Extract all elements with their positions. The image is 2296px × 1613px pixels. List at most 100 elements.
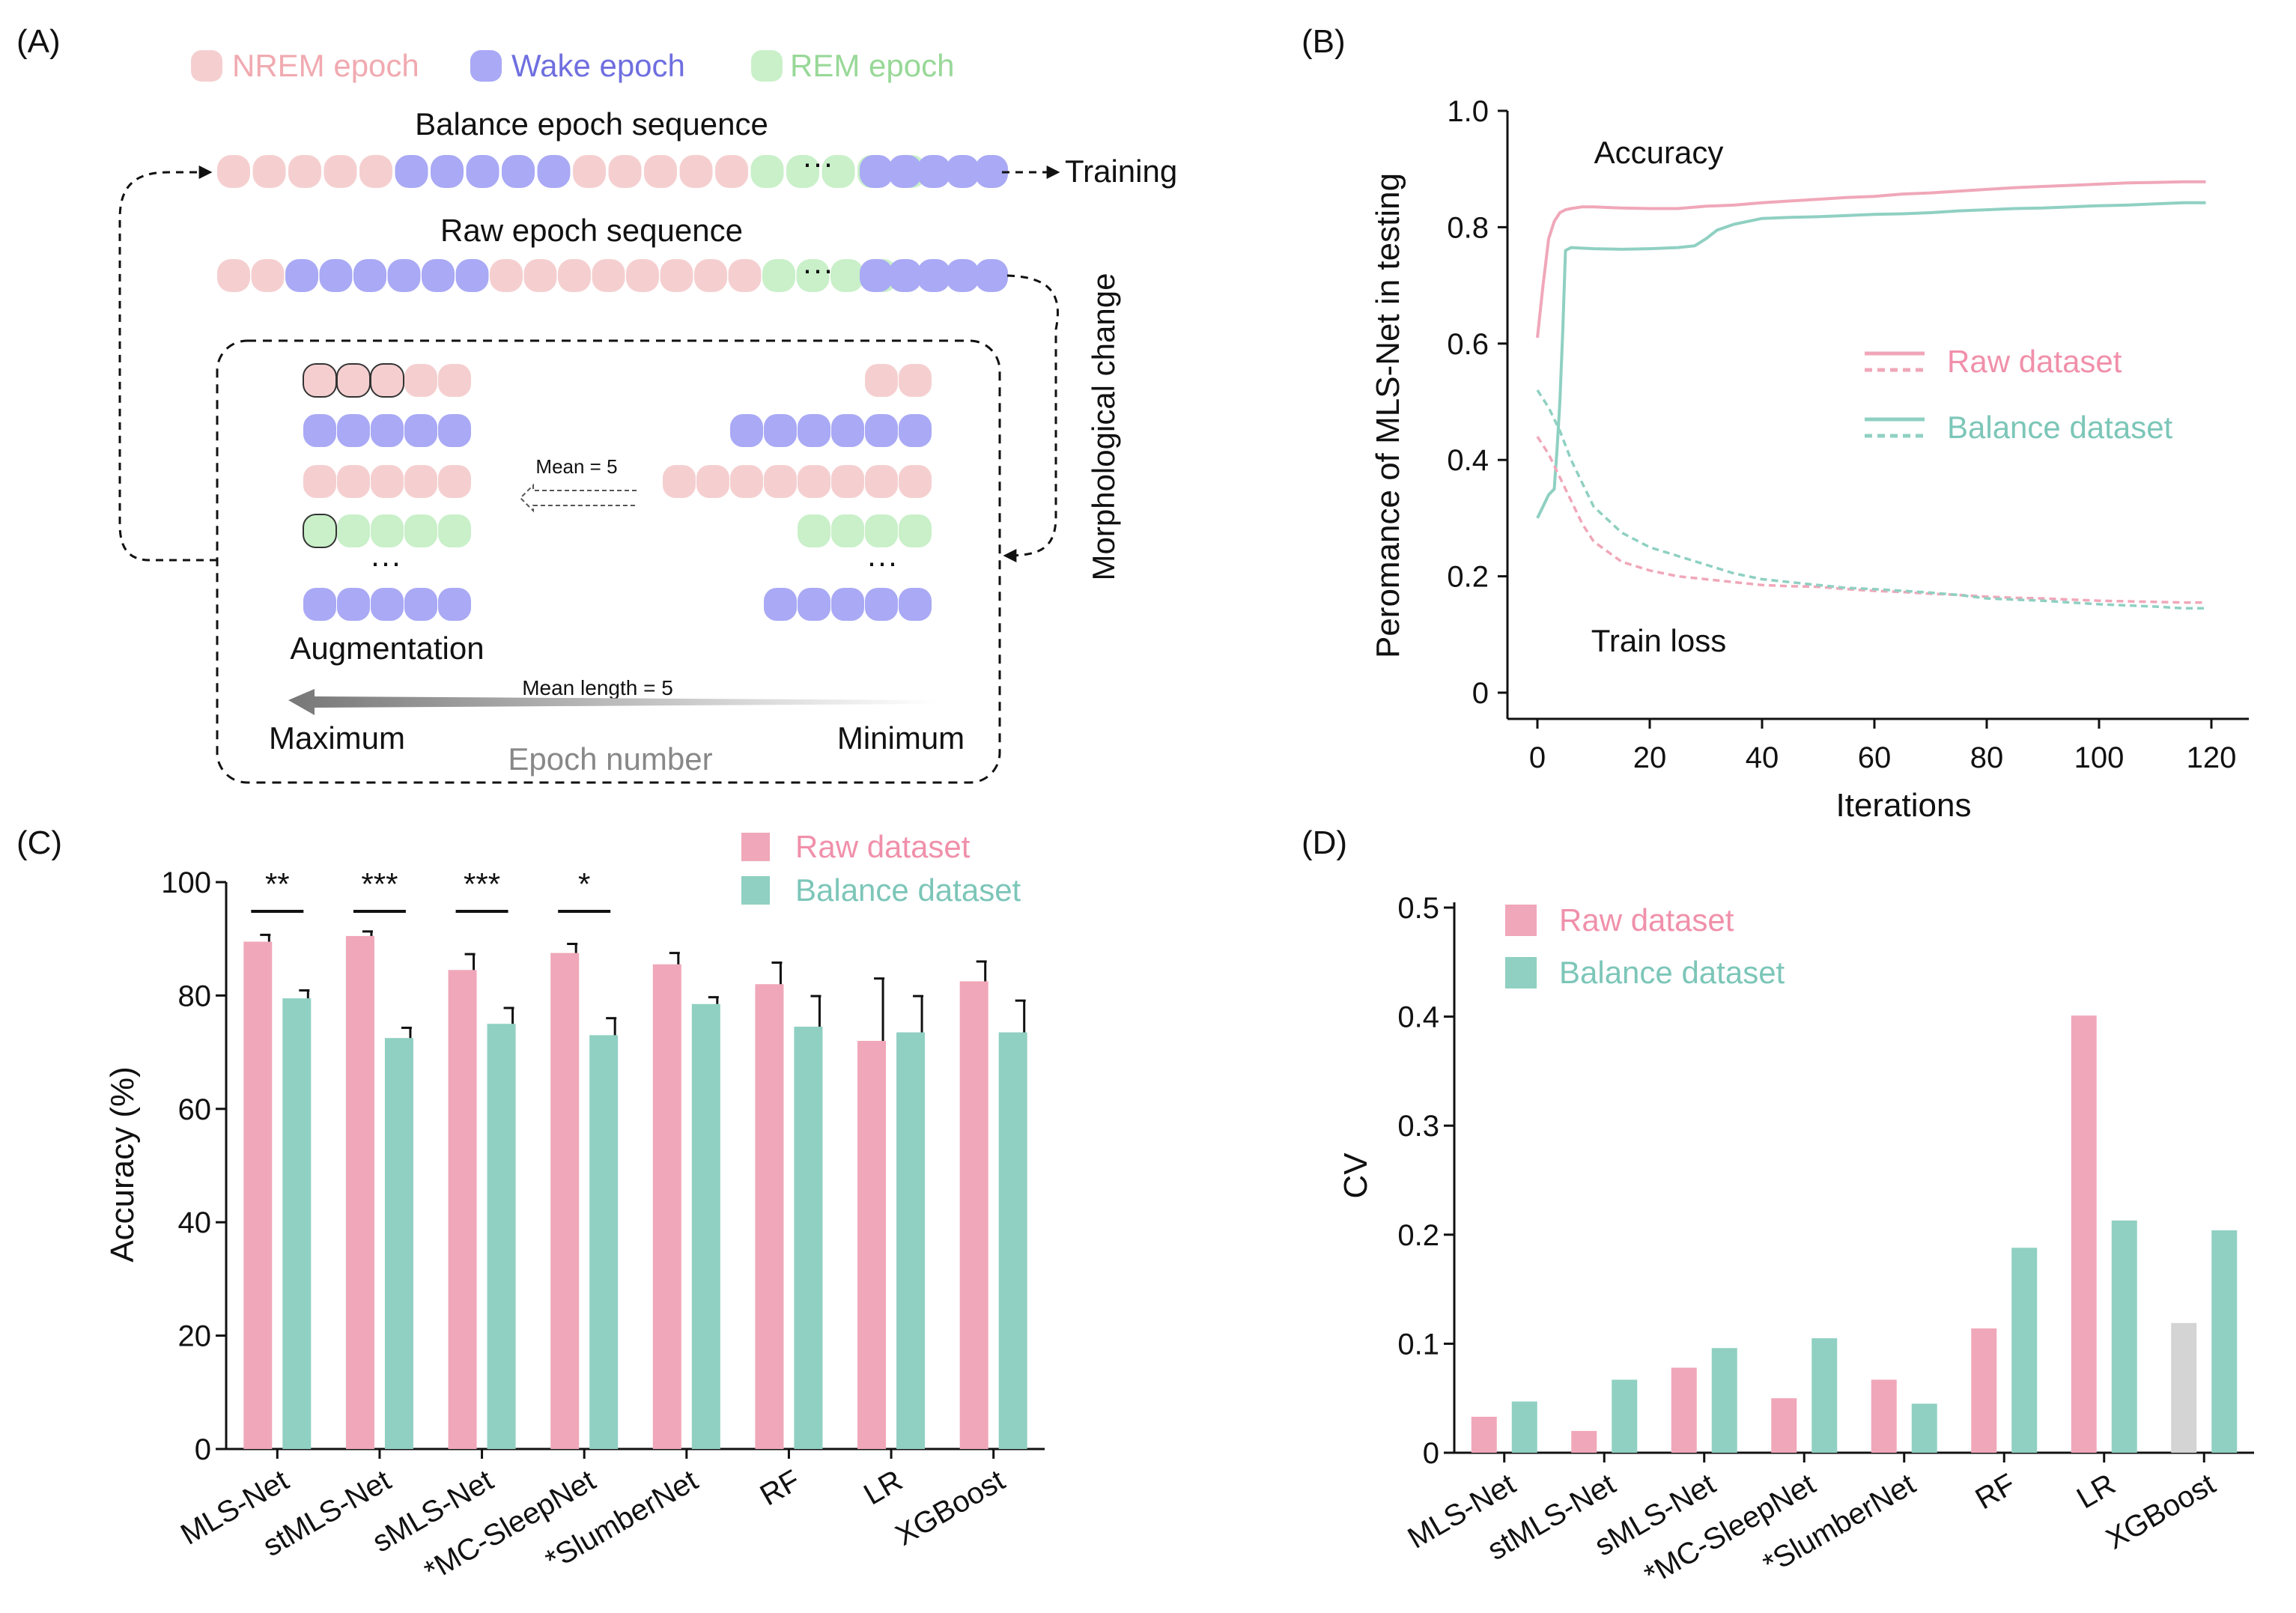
b-series-lines [1536, 180, 2206, 610]
augmented-epoch-pill [438, 364, 471, 397]
balance-epoch-pill [750, 155, 784, 188]
d-legend-balance-swatch [1505, 957, 1537, 988]
raw-epoch-pill [353, 259, 386, 292]
panel-label-c: (C) [16, 824, 62, 861]
b-y-tick-label: 0.2 [1447, 561, 1489, 594]
c-significance-mark: * [578, 866, 590, 902]
c-y-axis-title: Accuracy (%) [104, 1066, 141, 1263]
b-annotation-train-loss: Train loss [1591, 623, 1727, 658]
augmented-epoch-pill [371, 588, 404, 621]
raw-epoch-pill [888, 259, 922, 292]
d-y-tick-label: 0.4 [1397, 1001, 1439, 1034]
c-bar-balance [384, 1038, 413, 1449]
raw-epoch-pill [490, 259, 523, 292]
d-bar-raw [1871, 1379, 1897, 1453]
d-y-tick-label: 0 [1423, 1437, 1439, 1470]
augmented-epoch-pill [303, 363, 337, 398]
epoch-number-label: Epoch number [508, 741, 712, 777]
raw-epoch-pill [285, 259, 318, 292]
raw-epoch-pill [975, 259, 1008, 292]
raw-segment-epoch-pill [831, 514, 864, 547]
c-x-tick-label: XGBoost [890, 1464, 1011, 1552]
b-series-line [1536, 436, 2206, 604]
balance-epoch-pill [537, 155, 571, 188]
b-series-line [1536, 389, 2206, 610]
c-x-labels: MLS-NetstMLS-NetsMLS-Net*MC-SleepNet*Slu… [175, 1449, 1010, 1588]
raw-segment-epoch-pill [899, 465, 932, 498]
c-y-tick-label: 40 [178, 1206, 212, 1239]
panel-label-a: (A) [16, 23, 61, 60]
raw-segment-epoch-pill [696, 465, 729, 498]
raw-sequence-title: Raw epoch sequence [440, 213, 743, 248]
raw-segment-epoch-pill [865, 414, 898, 447]
balance-epoch-pill [786, 155, 819, 188]
c-bar-raw [550, 953, 580, 1449]
d-bar-balance [1612, 1379, 1638, 1453]
augmented-epoch-pill [371, 514, 404, 547]
balance-sequence-title: Balance epoch sequence [415, 106, 768, 142]
b-x-tick-label: 80 [1970, 741, 2004, 774]
raw-segment-epoch-pill [899, 514, 932, 547]
raw-epoch-pill [728, 259, 762, 292]
augmented-epoch-pill [438, 465, 471, 498]
raw-epoch-pill [592, 259, 625, 292]
c-bar-raw [959, 981, 988, 1449]
balance-epoch-pill [324, 155, 357, 188]
c-y-ticks: 0 20 40 60 80 100 [161, 866, 226, 1466]
mean-arrow [519, 483, 637, 513]
d-bar-raw [2071, 1015, 2097, 1453]
morphological-change-label: Morphological change [1086, 273, 1121, 581]
panel-d-bar-chart: 0 0.1 0.2 0.3 0.4 0.5 MLS-NetstMLS-NetsMLS-Ne… [1337, 892, 2254, 1592]
balance-epoch-pill [502, 155, 535, 188]
raw-segment-epoch-pill [899, 364, 932, 397]
balance-sequence-tail [860, 155, 1008, 188]
raw-epoch-pill [830, 259, 863, 292]
raw-epoch-pill [523, 259, 557, 292]
raw-ellipsis: ··· [802, 252, 833, 287]
c-legend-raw-swatch [741, 833, 770, 861]
d-legend-raw-label: Raw dataset [1559, 902, 1734, 938]
b-x-tick-label: 120 [2187, 741, 2237, 774]
raw-epoch-pill [860, 259, 893, 292]
augmented-epoch-pill [438, 514, 471, 547]
raw-epoch-pill [217, 259, 250, 292]
legend-rem-swatch [751, 50, 783, 82]
c-significance-mark: *** [361, 866, 398, 902]
raw-segment-epoch-pill [798, 465, 830, 498]
d-bar-balance [1711, 1348, 1737, 1453]
b-y-tick-label: 1.0 [1447, 95, 1489, 128]
b-y-tick-label: 0 [1472, 677, 1489, 710]
raw-segment-epoch-pill [865, 364, 898, 397]
augmentation-label: Augmentation [290, 631, 484, 666]
b-legend-raw-label: Raw dataset [1947, 344, 2122, 379]
d-y-tick-label: 0.3 [1397, 1110, 1439, 1143]
c-bar-balance [998, 1032, 1027, 1449]
augmented-epoch-pill [371, 465, 404, 498]
b-series-line [1536, 180, 2206, 338]
augmented-epoch-pill [303, 414, 336, 447]
d-bar-raw [1771, 1398, 1797, 1453]
balance-epoch-pill [946, 155, 980, 188]
d-y-tick-label: 0.5 [1397, 892, 1439, 925]
c-y-tick-label: 80 [178, 979, 212, 1012]
balance-epoch-pill [288, 155, 321, 188]
c-bar-balance [487, 1024, 516, 1449]
c-significance-mark: *** [464, 866, 500, 902]
mean-length-label: Mean length = 5 [522, 676, 673, 699]
augmented-epoch-pill [404, 414, 437, 447]
c-legend-raw-label: Raw dataset [795, 829, 971, 864]
epoch-gradient-arrow [288, 689, 936, 715]
d-bar-balance [1511, 1401, 1537, 1453]
d-x-labels: MLS-NetstMLS-NetsMLS-Net*MC-SleepNet*Slu… [1403, 1453, 2221, 1592]
raw-epoch-pill [422, 259, 455, 292]
legend-nrem-swatch [191, 50, 222, 82]
b-x-tick-label: 0 [1529, 741, 1546, 774]
raw-epoch-sequence [217, 259, 898, 292]
balance-epoch-pill [573, 155, 606, 188]
c-y-tick-label: 0 [195, 1433, 211, 1466]
balance-epoch-pill [217, 155, 250, 188]
raw-epoch-pill [762, 259, 795, 292]
b-x-ticks: 0 20 40 60 80 100 120 [1529, 719, 2237, 774]
d-bar-balance [2111, 1220, 2137, 1453]
augmented-epoch-pill [337, 514, 370, 547]
